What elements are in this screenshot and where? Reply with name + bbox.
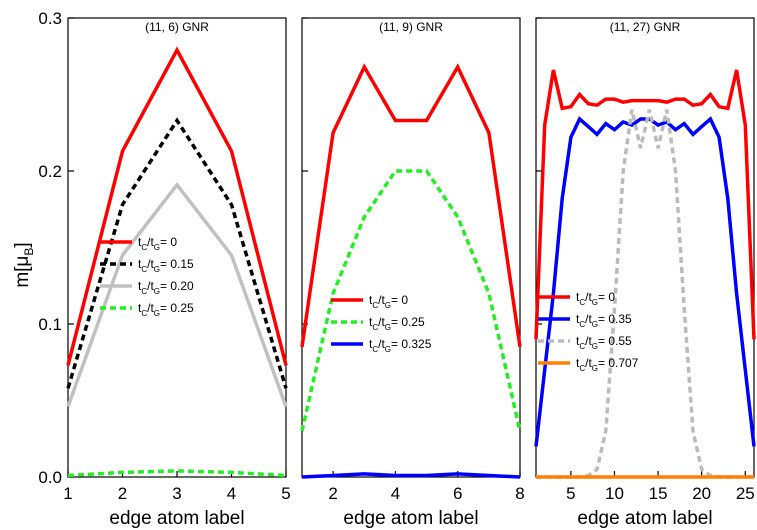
x-tick-label: 1 xyxy=(63,484,72,503)
panel-title: (11, 27) GNR xyxy=(610,20,681,34)
panel-3: 5 10 15 20 25 (11, 27) GNR edge atom label tC/t… xyxy=(534,17,756,529)
legend-label: tC/tG= 0.25 xyxy=(369,315,425,332)
x-tick-label: 4 xyxy=(391,484,400,503)
legend-label: tC/tG= 0.20 xyxy=(138,279,194,296)
panel-1: 1 2 3 4 5 0.0 0.1 0.2 0.3 (11, 6) GNR edge atom la… xyxy=(38,9,290,529)
legend-label: tC/tG= 0.55 xyxy=(576,334,632,351)
legend-label: tC/tG= 0.25 xyxy=(138,301,194,318)
x-tick-label: 20 xyxy=(692,484,711,503)
legend: tC/tG= 0 tC/tG= 0.35 tC/tG= 0.55 tC/tG= 0.7… xyxy=(538,290,639,373)
panel-title: (11, 9) GNR xyxy=(379,20,443,34)
legend-label: tC/tG= 0 xyxy=(369,293,408,310)
legend-label: tC/tG= 0 xyxy=(576,290,615,307)
x-tick-label: 5 xyxy=(566,484,575,503)
series-line xyxy=(66,181,288,408)
y-tick-label: 0.2 xyxy=(38,162,62,181)
y-tick-label: 0.3 xyxy=(38,9,62,28)
x-tick-label: 6 xyxy=(453,484,462,503)
plot-frame xyxy=(535,17,755,478)
legend: tC/tG= 0 tC/tG= 0.15 tC/tG= 0.20 tC/tG= 0.2… xyxy=(100,235,194,318)
x-axis-title: edge atom label xyxy=(109,508,244,529)
x-axis-title: edge atom label xyxy=(343,508,478,529)
legend-label: tC/tG= 0.325 xyxy=(369,337,432,354)
x-tick-label: 2 xyxy=(118,484,127,503)
legend-label: tC/tG= 0.15 xyxy=(138,257,194,274)
y-axis-title: m[μB] xyxy=(12,242,36,287)
x-tick-label: 25 xyxy=(736,484,755,503)
legend-label: tC/tG= 0 xyxy=(138,235,177,252)
y-tick-label: 0.0 xyxy=(38,468,62,487)
panels: 1 2 3 4 5 0.0 0.1 0.2 0.3 (11, 6) GNR edge atom la… xyxy=(38,9,756,529)
x-tick-label: 15 xyxy=(649,484,668,503)
x-axis-title: edge atom label xyxy=(577,508,712,529)
series-line xyxy=(534,116,756,447)
y-tick-label: 0.1 xyxy=(38,315,62,334)
x-tick-label: 4 xyxy=(227,484,236,503)
x-tick-label: 2 xyxy=(328,484,337,503)
series-line xyxy=(301,472,521,479)
x-tick-label: 5 xyxy=(281,484,290,503)
x-tick-label: 10 xyxy=(605,484,624,503)
legend-label: tC/tG= 0.35 xyxy=(576,312,632,329)
x-tick-label: 8 xyxy=(515,484,524,503)
series-line xyxy=(66,46,288,366)
panel-title: (11, 6) GNR xyxy=(145,20,209,34)
series-line xyxy=(300,63,522,348)
series-line xyxy=(534,69,756,340)
legend: tC/tG= 0 tC/tG= 0.25 tC/tG= 0.325 xyxy=(331,293,432,354)
x-tick-label: 3 xyxy=(172,484,181,503)
plot-frame xyxy=(301,17,521,478)
series-line xyxy=(300,169,522,432)
series-line xyxy=(66,117,288,389)
series-line xyxy=(67,469,287,478)
legend-label: tC/tG= 0.707 xyxy=(576,356,639,373)
